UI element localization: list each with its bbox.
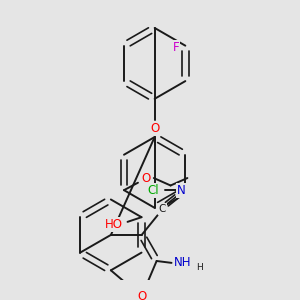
Text: O: O <box>150 122 159 135</box>
Text: F: F <box>173 41 179 54</box>
Text: HO: HO <box>105 218 123 231</box>
Text: H: H <box>196 263 203 272</box>
Text: O: O <box>142 172 151 184</box>
Text: NH: NH <box>174 256 191 269</box>
Text: Cl: Cl <box>148 184 160 197</box>
Text: O: O <box>137 290 146 300</box>
Text: C: C <box>158 204 166 214</box>
Text: N: N <box>176 184 185 197</box>
